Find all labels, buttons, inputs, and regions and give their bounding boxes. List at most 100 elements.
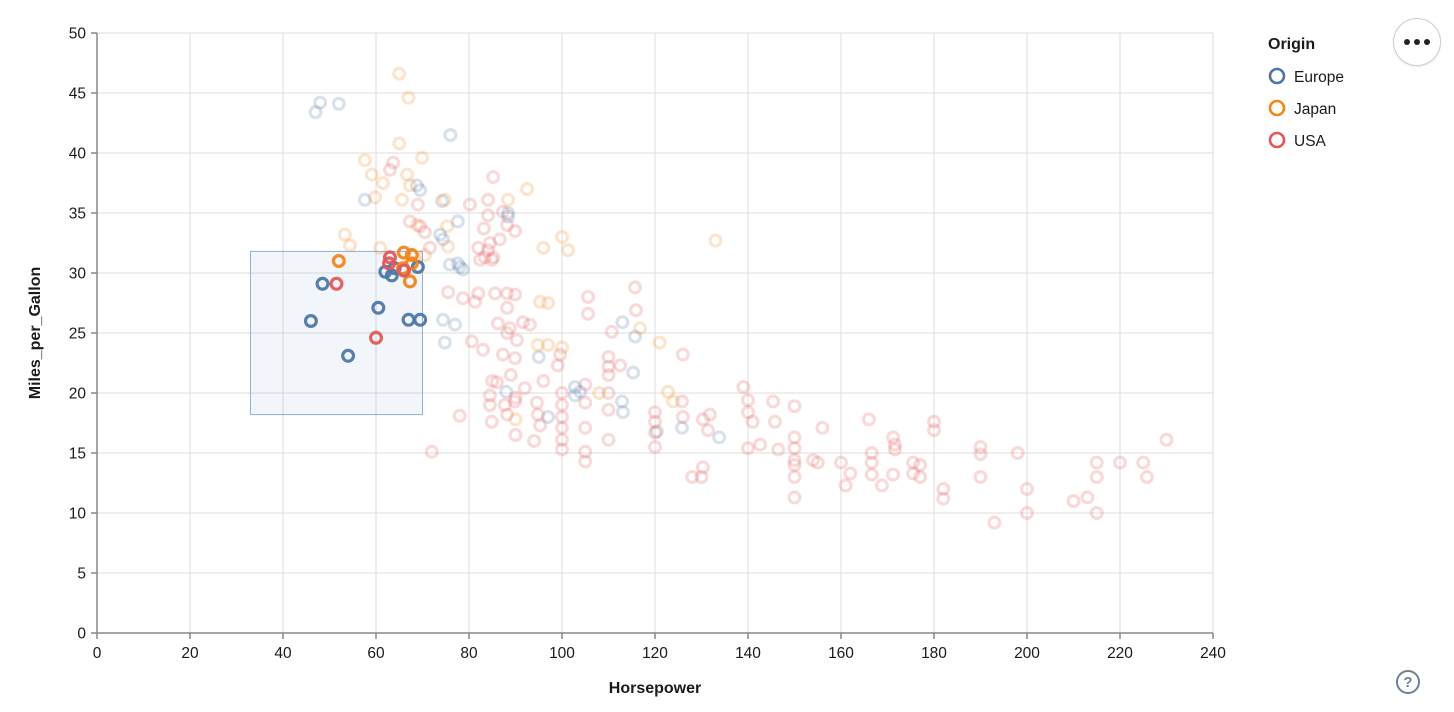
data-point[interactable] — [1089, 455, 1104, 470]
data-point[interactable] — [550, 358, 565, 373]
data-point[interactable] — [530, 407, 545, 422]
data-point[interactable] — [337, 227, 352, 242]
data-point[interactable] — [481, 192, 496, 207]
data-point[interactable] — [400, 167, 415, 182]
data-point[interactable] — [708, 233, 723, 248]
data-point[interactable] — [861, 412, 876, 427]
data-point[interactable] — [495, 347, 510, 362]
data-point[interactable] — [404, 256, 419, 271]
data-point[interactable] — [926, 423, 941, 438]
data-point[interactable] — [495, 204, 510, 219]
data-point[interactable] — [787, 490, 802, 505]
data-point[interactable] — [787, 453, 802, 468]
data-point[interactable] — [413, 312, 428, 327]
data-point[interactable] — [541, 296, 556, 311]
data-point[interactable] — [515, 315, 530, 330]
data-point[interactable] — [482, 388, 497, 403]
data-point[interactable] — [531, 350, 546, 365]
data-point[interactable] — [701, 423, 716, 438]
data-point[interactable] — [864, 467, 879, 482]
data-point[interactable] — [530, 338, 545, 353]
data-point[interactable] — [887, 442, 902, 457]
data-point[interactable] — [357, 153, 372, 168]
data-point[interactable] — [533, 294, 548, 309]
data-point[interactable] — [417, 225, 432, 240]
data-point[interactable] — [500, 218, 515, 233]
data-point[interactable] — [649, 424, 664, 439]
data-point[interactable] — [541, 338, 556, 353]
data-point[interactable] — [578, 444, 593, 459]
data-point[interactable] — [503, 368, 518, 383]
data-point[interactable] — [410, 197, 425, 212]
data-point[interactable] — [647, 425, 662, 440]
data-point[interactable] — [874, 478, 889, 493]
data-point[interactable] — [601, 359, 616, 374]
data-point[interactable] — [522, 317, 537, 332]
data-point[interactable] — [833, 455, 848, 470]
data-point[interactable] — [492, 232, 507, 247]
data-point[interactable] — [1089, 470, 1104, 485]
data-point[interactable] — [615, 315, 630, 330]
data-point[interactable] — [787, 399, 802, 414]
data-point[interactable] — [500, 407, 515, 422]
data-point[interactable] — [601, 386, 616, 401]
data-point[interactable] — [520, 182, 535, 197]
data-point[interactable] — [375, 176, 390, 191]
data-point[interactable] — [437, 192, 452, 207]
data-point[interactable] — [613, 358, 628, 373]
data-point[interactable] — [554, 432, 569, 447]
data-point[interactable] — [1019, 506, 1034, 521]
data-point[interactable] — [471, 240, 486, 255]
data-point[interactable] — [485, 374, 500, 389]
data-point[interactable] — [329, 276, 344, 291]
data-point[interactable] — [647, 440, 662, 455]
data-point[interactable] — [315, 276, 330, 291]
data-point[interactable] — [501, 206, 516, 221]
data-point[interactable] — [864, 446, 879, 461]
data-point[interactable] — [455, 262, 470, 277]
data-point[interactable] — [887, 437, 902, 452]
data-point[interactable] — [702, 407, 717, 422]
data-point[interactable] — [462, 197, 477, 212]
data-point[interactable] — [906, 455, 921, 470]
data-point[interactable] — [371, 300, 386, 315]
data-point[interactable] — [787, 470, 802, 485]
data-point[interactable] — [604, 324, 619, 339]
data-point[interactable] — [422, 240, 437, 255]
data-point[interactable] — [476, 221, 491, 236]
data-point[interactable] — [674, 394, 689, 409]
data-point[interactable] — [787, 441, 802, 456]
data-point[interactable] — [517, 381, 532, 396]
data-point[interactable] — [1019, 482, 1034, 497]
data-point[interactable] — [753, 437, 768, 452]
data-point[interactable] — [1010, 446, 1025, 461]
data-point[interactable] — [767, 414, 782, 429]
data-point[interactable] — [973, 447, 988, 462]
data-point[interactable] — [401, 90, 416, 105]
data-point[interactable] — [554, 420, 569, 435]
data-point[interactable] — [581, 290, 596, 305]
data-point[interactable] — [578, 420, 593, 435]
data-point[interactable] — [413, 219, 428, 234]
data-point[interactable] — [647, 405, 662, 420]
data-point[interactable] — [486, 170, 501, 185]
data-point[interactable] — [652, 335, 667, 350]
data-point[interactable] — [553, 347, 568, 362]
data-point[interactable] — [628, 280, 643, 295]
data-point[interactable] — [541, 410, 556, 425]
data-point[interactable] — [450, 256, 465, 271]
data-point[interactable] — [906, 466, 921, 481]
data-point[interactable] — [533, 418, 548, 433]
data-point[interactable] — [685, 470, 700, 485]
data-point[interactable] — [581, 306, 596, 321]
data-point[interactable] — [501, 209, 516, 224]
data-point[interactable] — [435, 312, 450, 327]
data-point[interactable] — [395, 192, 410, 207]
data-point[interactable] — [392, 136, 407, 151]
data-point[interactable] — [886, 467, 901, 482]
data-point[interactable] — [987, 515, 1002, 530]
data-point[interactable] — [740, 393, 755, 408]
data-point[interactable] — [936, 491, 951, 506]
data-point[interactable] — [913, 458, 928, 473]
